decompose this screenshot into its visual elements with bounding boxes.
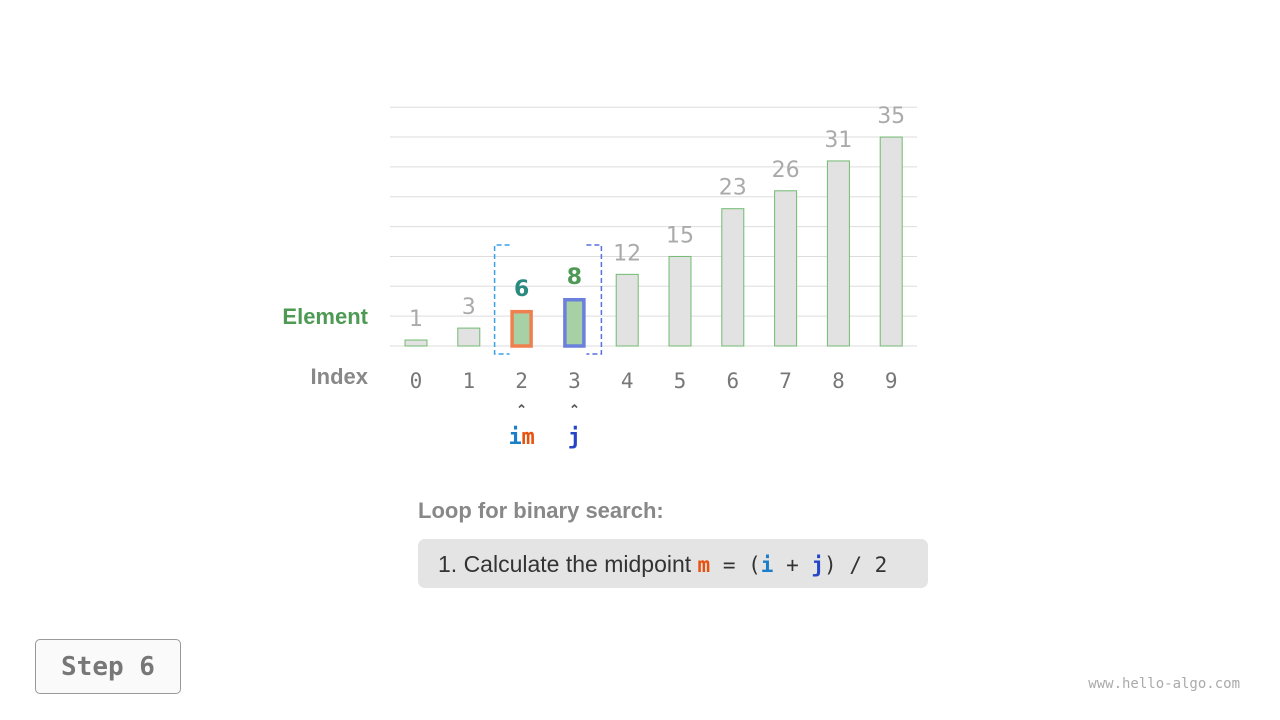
- step-prefix: 1. Calculate the midpoint: [438, 551, 698, 577]
- index-label: 3: [568, 369, 581, 393]
- bar: [510, 309, 533, 348]
- value-label: 3: [462, 295, 476, 320]
- bar: [563, 297, 586, 348]
- i-var: i: [760, 553, 774, 577]
- value-label: 15: [666, 223, 694, 248]
- index-label: 0: [410, 369, 423, 393]
- index-label: 6: [726, 369, 739, 393]
- bar: [668, 255, 692, 347]
- suffix: ) / 2: [824, 553, 888, 577]
- bar: [879, 136, 903, 347]
- step-button[interactable]: Step 6: [35, 639, 181, 694]
- index-label: 8: [832, 369, 845, 393]
- eq: = (: [710, 553, 761, 577]
- index-label: 5: [674, 369, 687, 393]
- bar: [457, 327, 481, 347]
- site-watermark: www.hello-algo.com: [1088, 676, 1240, 692]
- bar: [404, 339, 428, 347]
- search-range-right: [586, 244, 603, 355]
- bar: [774, 190, 798, 347]
- plus: +: [773, 553, 812, 577]
- m-var: m: [697, 553, 711, 577]
- value-label: 35: [877, 104, 905, 129]
- pointer-arrow-icon: ⌃: [569, 402, 580, 417]
- value-label: 26: [772, 158, 800, 183]
- element-label: Element: [282, 304, 368, 329]
- index-label: 7: [779, 369, 792, 393]
- value-label: 1: [409, 307, 423, 332]
- value-label: 8: [567, 265, 582, 290]
- loop-title: Loop for binary search:: [418, 498, 664, 523]
- j-var: j: [811, 553, 825, 577]
- bar: [826, 160, 850, 347]
- index-label: 4: [621, 369, 634, 393]
- pointer-arrow-icon: ⌃: [516, 402, 527, 417]
- index-label: 2: [515, 369, 528, 393]
- pointer-m: m: [521, 425, 534, 450]
- pointer-i: i: [508, 425, 521, 450]
- search-range-left: [493, 244, 510, 355]
- step-description: 1. Calculate the midpoint m = (i + j) / …: [418, 539, 928, 588]
- index-label: Index: [310, 364, 368, 389]
- bar: [721, 208, 745, 347]
- bar: [615, 273, 639, 347]
- value-label: 6: [514, 277, 529, 302]
- pointer-j: j: [568, 425, 581, 450]
- value-label: 23: [719, 176, 747, 201]
- index-label: 1: [462, 369, 475, 393]
- index-label: 9: [885, 369, 898, 393]
- value-label: 31: [824, 128, 852, 153]
- value-label: 12: [613, 241, 641, 266]
